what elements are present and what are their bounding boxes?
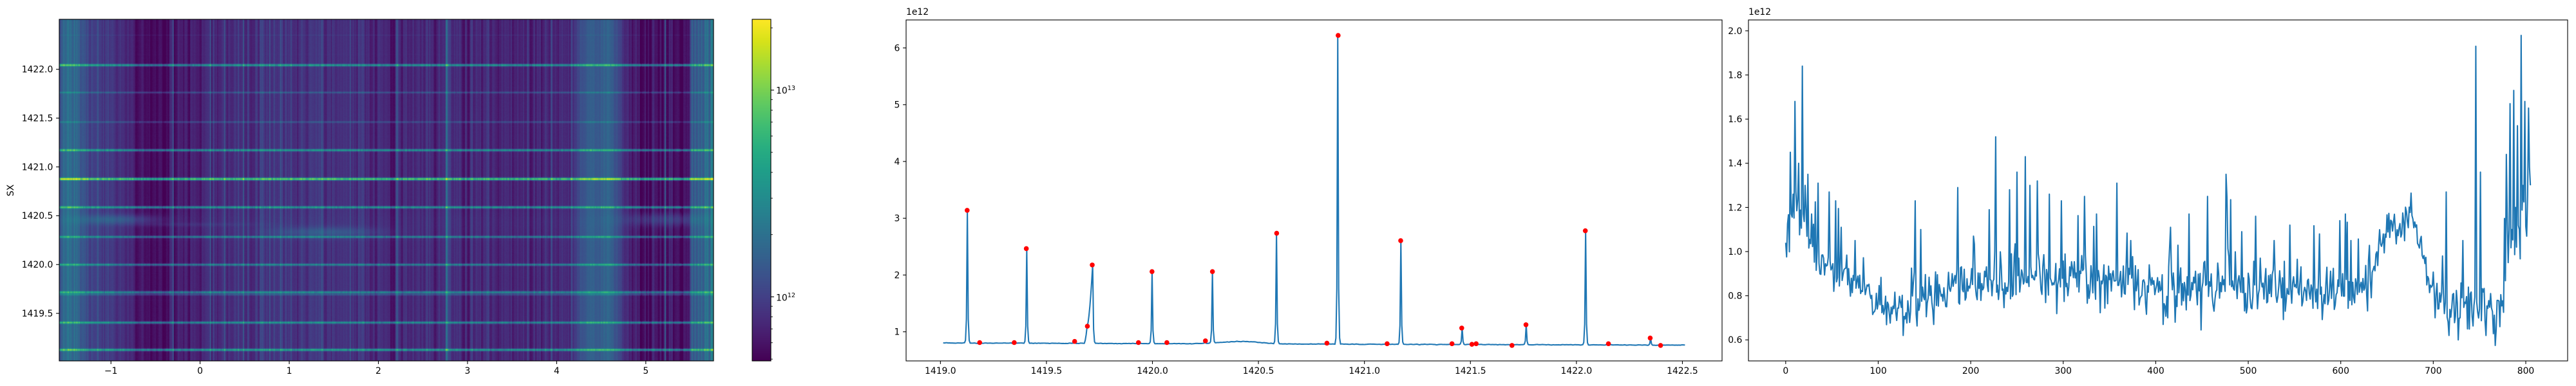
- spectrum-ytick-label: 6: [894, 43, 900, 53]
- spectrum-peak-marker: [977, 340, 983, 345]
- spectrum-peak-marker: [1090, 262, 1095, 268]
- timeseries-ytick-label: 1.0: [1728, 247, 1742, 257]
- colorbar-tick-exp-1e12: 12: [787, 292, 796, 299]
- colorbar-spines: [752, 19, 772, 362]
- heatmap-ytick-label: 1420.0: [22, 260, 53, 270]
- timeseries-ytick-label: 1.2: [1728, 203, 1742, 213]
- spectrum-peak-marker: [1336, 33, 1341, 38]
- spectrum-peak-marker: [1150, 269, 1155, 274]
- spectrum-peak-marker: [1582, 228, 1588, 234]
- timeseries-ytick-label: 1.6: [1728, 115, 1742, 125]
- timeseries-ytick-label: 2.0: [1728, 26, 1742, 37]
- spectrum-ytick-label: 2: [894, 270, 900, 280]
- timeseries-xtick-label: 500: [2240, 366, 2257, 376]
- heatmap-xtick-label: 2: [375, 366, 381, 376]
- heatmap-xtick-label: −1: [104, 366, 117, 376]
- heatmap-ytick-label: 1419.5: [22, 309, 53, 319]
- heatmap-spines: [59, 19, 714, 362]
- spectrum-offset-label: 1e12: [906, 7, 929, 17]
- spectrum-xtick-label: 1421.5: [1455, 366, 1486, 376]
- timeseries-ytick-label: 0.6: [1728, 335, 1742, 345]
- spectrum-xtick-label: 1419.0: [925, 366, 956, 376]
- colorbar-tick-base-1e13: 10: [776, 86, 788, 96]
- timeseries-xtick-label: 100: [1870, 366, 1887, 376]
- spectrum-spines: [905, 19, 1723, 362]
- spectrum-peak-marker: [1658, 343, 1663, 348]
- spectrum-peak-marker: [1449, 341, 1455, 347]
- spectrum-peak-marker: [965, 208, 970, 213]
- spectrum-peak-marker: [1209, 269, 1215, 274]
- heatmap-xtick-label: 0: [197, 366, 203, 376]
- spectrum-peak-marker: [1012, 340, 1017, 345]
- timeseries-xtick-label: 0: [1783, 366, 1788, 376]
- colorbar-tick-exp-1e13: 13: [787, 85, 796, 92]
- spectrum-peak-marker: [1385, 341, 1390, 347]
- spectrum-xtick-label: 1420.5: [1243, 366, 1274, 376]
- spectrum-xtick-label: 1420.0: [1137, 366, 1168, 376]
- timeseries-line: [1785, 35, 2532, 346]
- spectrum-peak-marker: [1164, 340, 1170, 345]
- heatmap-xtick-label: 1: [287, 366, 292, 376]
- heatmap-image: [59, 19, 714, 361]
- timeseries-xtick-label: 600: [2332, 366, 2349, 376]
- colorbar-gradient: [752, 19, 771, 361]
- heatmap-ytick-label: 1421.0: [22, 162, 53, 172]
- heatmap-ytick-label: 1421.5: [22, 113, 53, 124]
- spectrum-peak-marker: [1274, 230, 1280, 236]
- timeseries-ytick-label: 0.8: [1728, 291, 1742, 302]
- spectrum-peak-marker: [1324, 340, 1330, 346]
- spectrum-peak-marker: [1469, 342, 1475, 347]
- colorbar-tick-base-1e12: 10: [776, 293, 788, 304]
- spectrum-xtick-label: 1422.5: [1667, 366, 1698, 376]
- timeseries-offset-label: 1e12: [1748, 7, 1772, 17]
- spectrum-peak-marker: [1459, 326, 1464, 331]
- heatmap-xtick-label: 3: [465, 366, 471, 376]
- timeseries-xtick-label: 800: [2517, 366, 2535, 376]
- spectrum-ytick-label: 1: [894, 327, 900, 338]
- timeseries-spines: [1748, 19, 2568, 362]
- spectrum-peak-marker: [1509, 343, 1515, 348]
- spectrum-peak-marker: [1135, 340, 1141, 345]
- colorbar-tick-label-1e13: 1013: [776, 86, 795, 96]
- spectrum-peak-marker: [1647, 335, 1653, 341]
- spectrum-peak-marker: [1084, 324, 1090, 329]
- heatmap-ytick-label: 1420.5: [22, 211, 53, 221]
- spectrum-peak-marker: [1023, 246, 1029, 252]
- colorbar-tick-label-1e12: 1012: [776, 293, 795, 304]
- timeseries-xtick-label: 200: [1962, 366, 1980, 376]
- spectrum-ytick-label: 4: [894, 157, 900, 167]
- spectrum-xtick-label: 1421.0: [1349, 366, 1380, 376]
- spectrum-peak-marker: [1473, 341, 1479, 347]
- spectrum-line: [943, 35, 1685, 346]
- timeseries-ytick-label: 1.4: [1728, 159, 1742, 169]
- spectrum-peak-marker: [1605, 341, 1611, 347]
- timeseries-xtick-label: 700: [2425, 366, 2442, 376]
- heatmap-ylabel: SX: [6, 184, 17, 197]
- spectrum-peak-marker: [1398, 238, 1403, 243]
- spectrum-peak-marker: [1203, 338, 1208, 344]
- spectrum-peak-marker: [1523, 322, 1529, 327]
- spectrum-xtick-label: 1419.5: [1031, 366, 1063, 376]
- timeseries-ytick-label: 1.8: [1728, 70, 1742, 80]
- spectrum-xtick-label: 1422.0: [1561, 366, 1593, 376]
- heatmap-xtick-label: 4: [554, 366, 560, 376]
- spectrum-ytick-label: 5: [894, 100, 900, 111]
- spectrum-ytick-label: 3: [894, 214, 900, 224]
- timeseries-xtick-label: 400: [2147, 366, 2164, 376]
- heatmap-xtick-label: 5: [643, 366, 649, 376]
- heatmap-ytick-label: 1422.0: [22, 65, 53, 75]
- timeseries-xtick-label: 300: [2055, 366, 2072, 376]
- spectrum-peak-marker: [1072, 338, 1077, 344]
